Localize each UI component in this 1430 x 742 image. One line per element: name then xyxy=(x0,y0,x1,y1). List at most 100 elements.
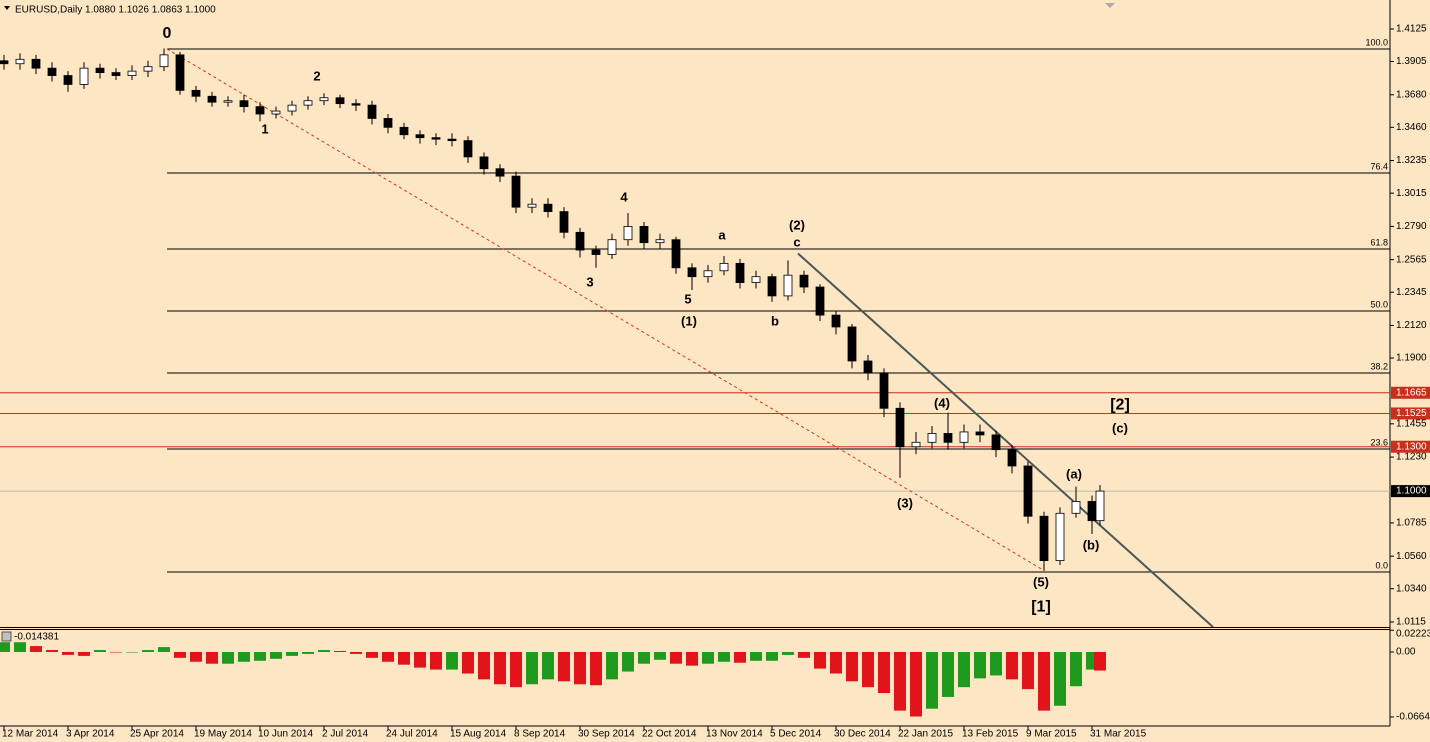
wave-label: [2] xyxy=(1110,396,1130,413)
candle-body xyxy=(591,249,601,255)
histogram-bar xyxy=(206,651,218,664)
candle-body xyxy=(191,89,201,97)
y-tick-label: 1.3460 xyxy=(1396,122,1427,133)
histogram-bar xyxy=(654,651,666,660)
candle-body xyxy=(127,70,137,76)
y-tick-label: 1.4125 xyxy=(1396,24,1427,35)
x-tick-label: 12 Mar 2014 xyxy=(2,729,59,740)
histogram-bar xyxy=(158,647,170,652)
histogram-bar xyxy=(942,651,954,697)
y-tick-label: 1.0785 xyxy=(1396,518,1427,529)
candle-body xyxy=(1007,449,1017,467)
candle-body xyxy=(159,54,169,68)
histogram-bar xyxy=(782,651,794,655)
histogram-bar xyxy=(366,651,378,658)
candle-body xyxy=(207,95,217,103)
candle-body xyxy=(511,175,521,208)
candle-body xyxy=(415,134,425,139)
y-tick-label: 1.2565 xyxy=(1396,254,1427,265)
wave-label: (a) xyxy=(1066,466,1082,481)
candle-body xyxy=(751,276,761,283)
fib-label: 38.2 xyxy=(1370,361,1388,371)
macd-panel xyxy=(0,642,1106,717)
x-tick-label: 24 Jul 2014 xyxy=(386,729,438,740)
x-tick-label: 5 Dec 2014 xyxy=(770,729,822,740)
histogram-bar xyxy=(526,651,538,685)
candle-body xyxy=(719,262,729,272)
wave-label: b xyxy=(771,313,779,328)
y-tick-label: 1.1455 xyxy=(1396,418,1427,429)
histogram-bar xyxy=(430,651,442,670)
candle-body xyxy=(383,118,393,128)
histogram-bar xyxy=(606,651,618,680)
histogram-bar xyxy=(462,651,474,674)
candle-body xyxy=(1095,490,1105,522)
candle-body xyxy=(671,239,681,269)
fib-label: 100.0 xyxy=(1365,37,1388,47)
x-tick-label: 10 Jun 2014 xyxy=(258,729,313,740)
candle-body xyxy=(895,407,905,448)
y-tick-label: 0.00 xyxy=(1396,647,1416,658)
current-price-label: 1.1000 xyxy=(1396,486,1427,497)
histogram-bar xyxy=(318,650,330,652)
candle-body xyxy=(495,168,505,177)
candle-body xyxy=(815,286,825,316)
fib-label: 23.6 xyxy=(1370,437,1388,447)
wave-label: (5) xyxy=(1033,574,1049,589)
histogram-bar xyxy=(222,651,234,664)
y-tick-label: 1.3235 xyxy=(1396,155,1427,166)
histogram-bar xyxy=(846,651,858,682)
x-tick-label: 31 Mar 2015 xyxy=(1090,729,1147,740)
candle-body xyxy=(63,75,73,85)
histogram-bar xyxy=(126,651,138,653)
histogram-bar xyxy=(878,651,890,694)
candle-body xyxy=(735,262,745,283)
candle-body xyxy=(527,203,537,208)
candle-body xyxy=(447,138,457,142)
y-tick-label: 1.3015 xyxy=(1396,188,1427,199)
candle-body xyxy=(959,431,969,443)
x-tick-label: 15 Aug 2014 xyxy=(450,729,507,740)
histogram-bar xyxy=(1070,651,1082,687)
histogram-bar xyxy=(110,651,122,653)
histogram-bar xyxy=(974,651,986,679)
histogram-bar xyxy=(670,651,682,664)
trend-line xyxy=(166,48,1044,571)
candle-body xyxy=(223,100,233,103)
price-tag-label: 1.1525 xyxy=(1396,408,1427,419)
histogram-bar xyxy=(686,651,698,666)
price-tag xyxy=(1391,440,1430,453)
x-tick-label: 3 Apr 2014 xyxy=(66,729,115,740)
y-tick-label: 1.0340 xyxy=(1396,583,1427,594)
histogram-bar xyxy=(1094,651,1106,671)
candle-body xyxy=(431,137,441,140)
histogram-bar xyxy=(78,651,90,656)
candle-body xyxy=(319,97,329,102)
candle-body xyxy=(863,360,873,374)
candle-body xyxy=(111,72,121,76)
candle-body xyxy=(703,270,713,278)
x-tick-label: 13 Nov 2014 xyxy=(706,729,763,740)
candle-body xyxy=(79,67,89,85)
chart-title: EURUSD,Daily 1.0880 1.1026 1.0863 1.1000 xyxy=(15,5,216,16)
candle-body xyxy=(143,66,153,72)
histogram-bar xyxy=(142,650,154,652)
histogram-bar xyxy=(1038,651,1050,711)
histogram-bar xyxy=(862,651,874,688)
menu-arrow xyxy=(4,6,10,10)
current-price-tag xyxy=(1391,485,1430,498)
histogram-bar xyxy=(542,651,554,680)
candle-body xyxy=(255,106,265,115)
candle-body xyxy=(1071,501,1081,514)
wave-label: [1] xyxy=(1031,598,1051,615)
histogram-bar xyxy=(814,651,826,669)
price-tag xyxy=(1391,407,1430,420)
candle-body xyxy=(975,431,985,436)
histogram-bar xyxy=(62,651,74,655)
price-panel: 100.0 76.4 61.8 50.0 38.2 23.6 0.0 0 1 2 3 4 5 (1) a b (… xyxy=(0,25,1390,627)
candle-body xyxy=(575,231,585,251)
y-tick-label: 0.022231 xyxy=(1396,629,1430,640)
candle-body xyxy=(943,433,953,443)
fib-label: 61.8 xyxy=(1370,237,1388,247)
